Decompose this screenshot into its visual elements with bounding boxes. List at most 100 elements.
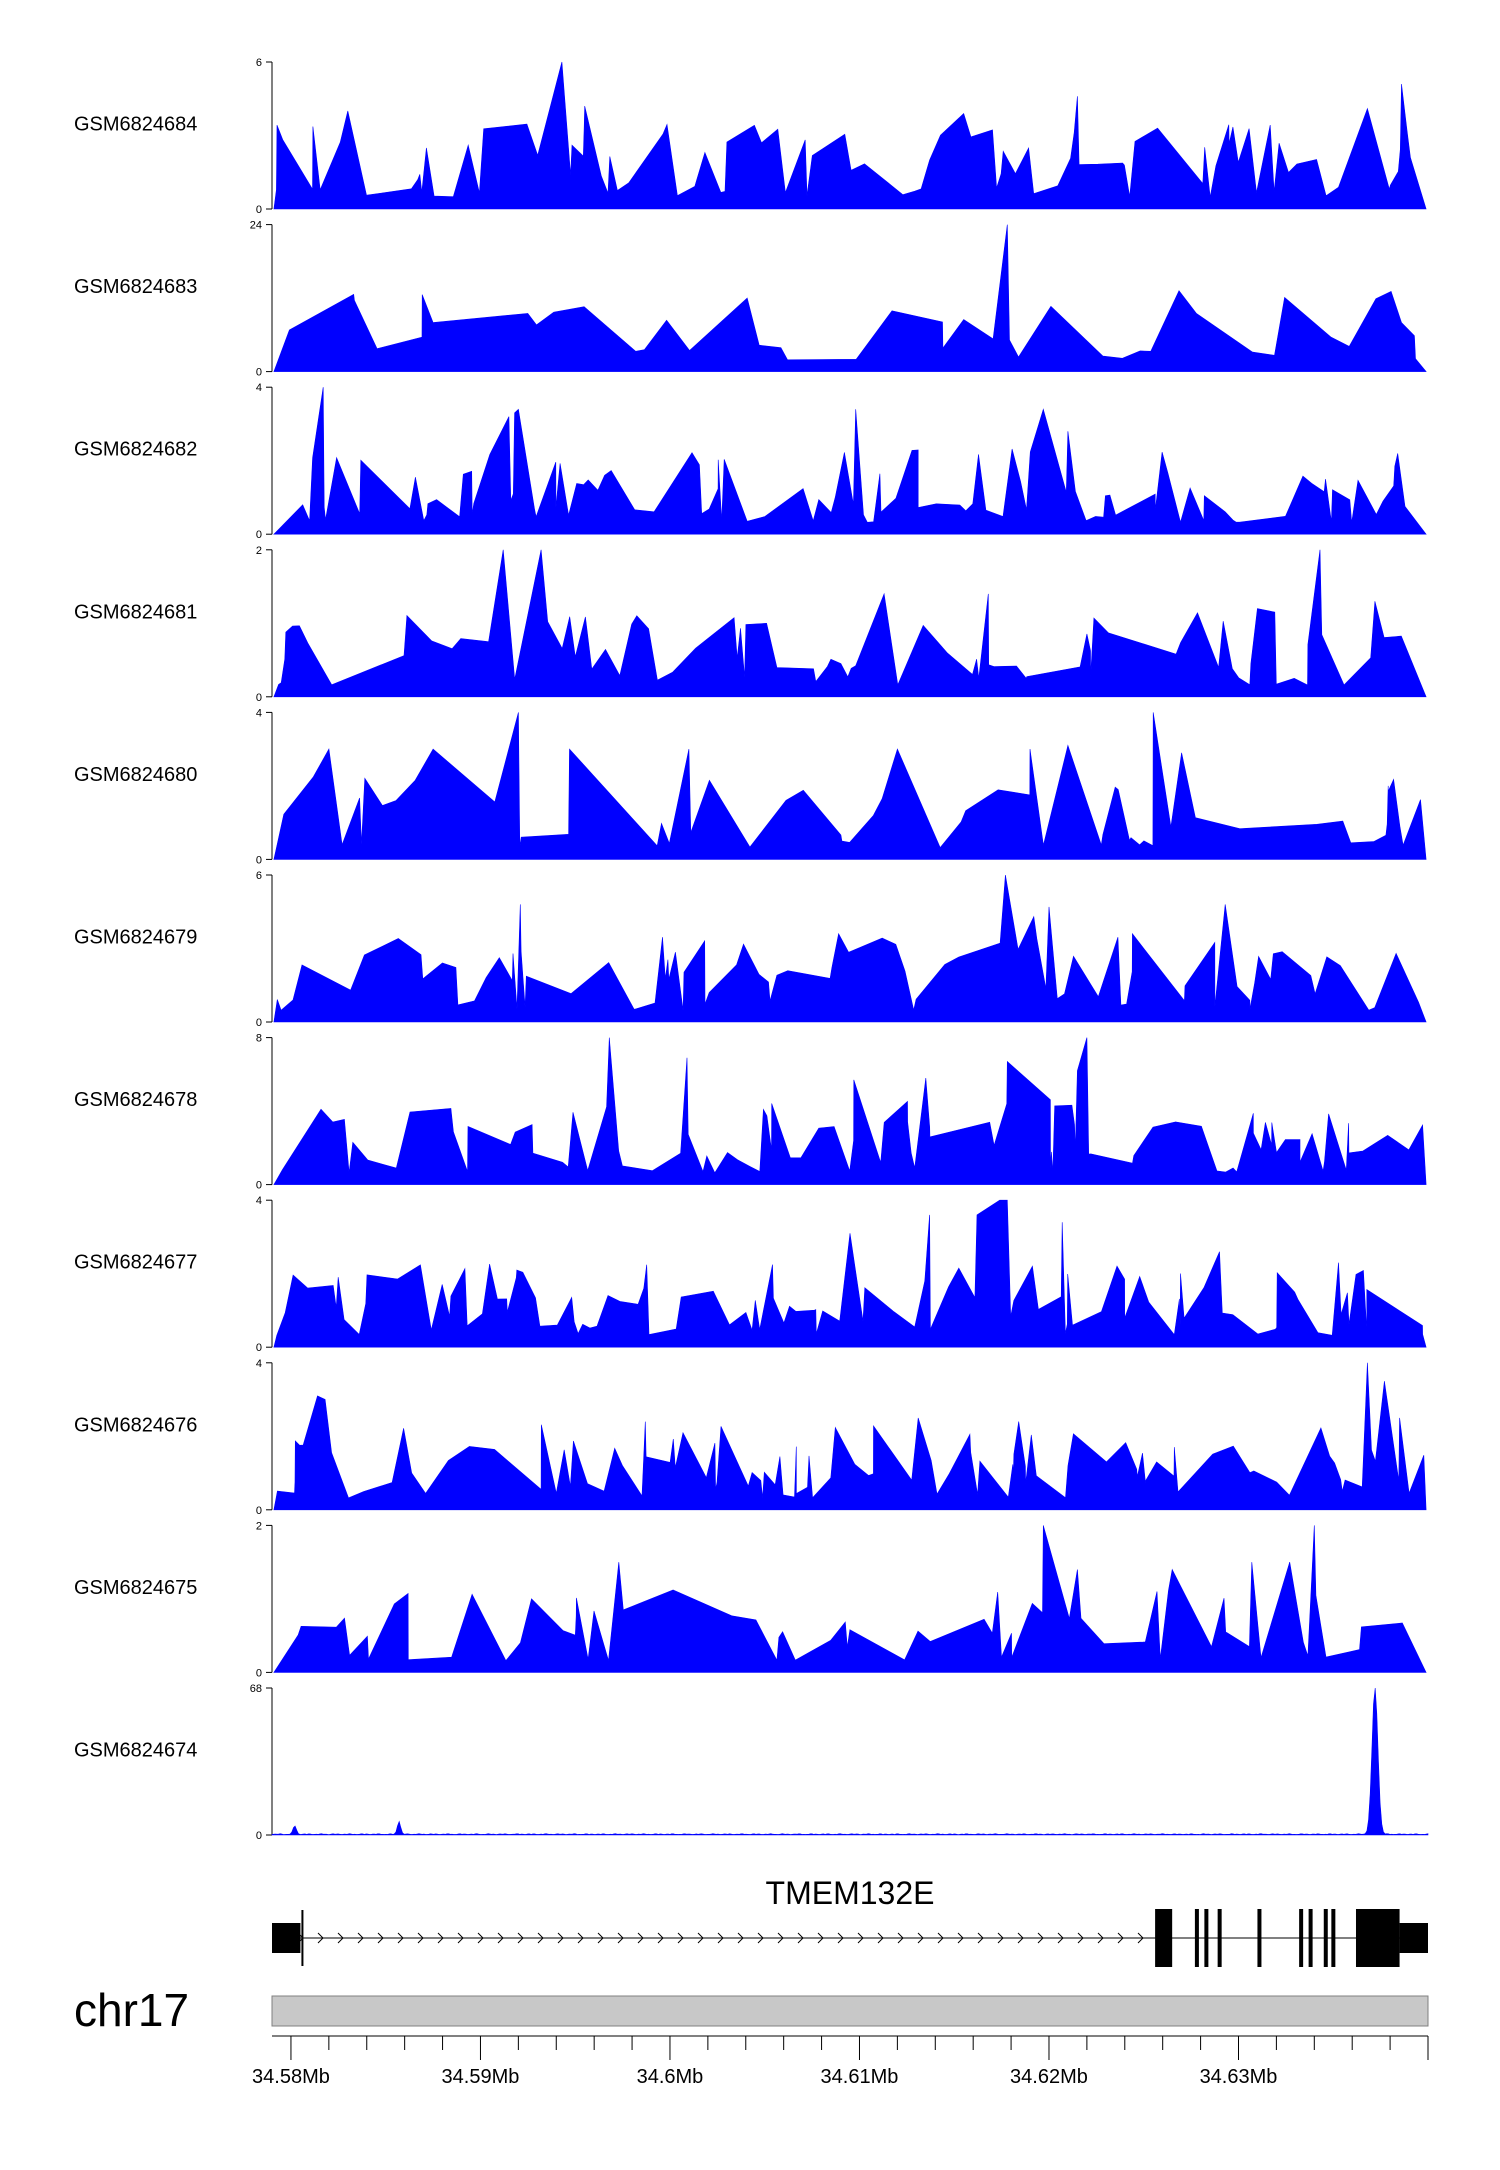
track-GSM6824676: GSM6824676 0 4: [74, 1358, 1427, 1517]
exon-block: [1217, 1909, 1222, 1967]
track-label: GSM6824675: [74, 1577, 197, 1599]
strand-arrow: [877, 1932, 884, 1944]
gene-model: [272, 1909, 1428, 1967]
strand-arrow: [317, 1932, 324, 1944]
strand-arrow: [777, 1932, 784, 1944]
strand-arrow: [897, 1932, 904, 1944]
x-tick-label: 34.6Mb: [637, 2066, 704, 2088]
exon-block: [1204, 1909, 1209, 1967]
strand-arrow: [397, 1932, 404, 1944]
strand-arrow: [737, 1932, 744, 1944]
x-tick-label: 34.62Mb: [1010, 2066, 1088, 2088]
y-tick-label: 0: [256, 204, 262, 216]
strand-arrow: [957, 1932, 964, 1944]
y-tick-label: 2: [256, 545, 262, 557]
strand-arrow: [757, 1932, 764, 1944]
strand-arrow: [1017, 1932, 1024, 1944]
y-tick-label: 2: [256, 1520, 262, 1532]
genome-axis: chr17 34.58Mb 34.59Mb 34.6Mb 34.61Mb 34.62Mb…: [74, 1984, 1429, 2088]
strand-arrow: [337, 1932, 344, 1944]
exon-block: [1323, 1909, 1328, 1967]
x-tick-label: 34.61Mb: [821, 2066, 899, 2088]
strand-arrow: [1037, 1932, 1044, 1944]
strand-arrow: [717, 1932, 724, 1944]
strand-arrow: [597, 1932, 604, 1944]
x-tick-label: 34.63Mb: [1200, 2066, 1278, 2088]
y-tick-label: 4: [256, 1358, 262, 1370]
strand-arrow: [457, 1932, 464, 1944]
strand-arrow: [517, 1932, 524, 1944]
strand-arrow: [837, 1932, 844, 1944]
track-GSM6824677: GSM6824677 0 4: [74, 1195, 1427, 1354]
chromosome-bar: [271, 1995, 1429, 2027]
coverage-area: [273, 874, 1427, 1023]
track-GSM6824683: GSM6824683 0 24: [74, 220, 1427, 379]
strand-arrow: [637, 1932, 644, 1944]
strand-arrow: [857, 1932, 864, 1944]
y-tick-label: 8: [256, 1033, 262, 1045]
track-label: GSM6824674: [74, 1739, 197, 1761]
y-tick-label: 0: [256, 692, 262, 704]
y-tick-label: 0: [256, 1180, 262, 1192]
y-tick-label: 0: [256, 1342, 262, 1354]
exon-block: [1331, 1909, 1336, 1967]
track-label: GSM6824682: [74, 439, 197, 461]
chromosome-label: chr17: [74, 1984, 189, 2036]
coverage-tracks: GSM682468406GSM6824683024GSM682468204GSM…: [74, 57, 1429, 1842]
strand-arrow: [677, 1932, 684, 1944]
strand-arrow: [437, 1932, 444, 1944]
exon-block: [1194, 1909, 1199, 1967]
exon-block: [1308, 1909, 1313, 1967]
track-GSM6824679: GSM6824679 0 6: [74, 870, 1427, 1029]
strand-arrow: [1057, 1932, 1064, 1944]
exon-block: [1155, 1909, 1173, 1967]
coverage-area: [273, 1525, 1427, 1673]
gene-name: TMEM132E: [766, 1875, 935, 1911]
axis-ticks: 34.58Mb 34.59Mb 34.6Mb 34.61Mb 34.62Mb 34.63M…: [252, 2035, 1429, 2088]
y-tick-label: 0: [256, 1017, 262, 1029]
y-tick-label: 6: [256, 870, 262, 882]
track-GSM6824681: GSM6824681 0 2: [74, 545, 1427, 704]
exon-block: [1399, 1923, 1428, 1953]
strand-arrow: [657, 1932, 664, 1944]
coverage-area: [273, 61, 1427, 210]
strand-arrow: [617, 1932, 624, 1944]
track-GSM6824682: GSM6824682 0 4: [74, 382, 1427, 541]
strand-arrow: [577, 1932, 584, 1944]
coverage-area: [273, 712, 1427, 860]
track-label: GSM6824681: [74, 601, 197, 623]
exon-block: [1355, 1909, 1400, 1967]
strand-arrow: [977, 1932, 984, 1944]
track-label: GSM6824683: [74, 276, 197, 298]
y-tick-label: 0: [256, 1505, 262, 1517]
y-tick-label: 68: [250, 1683, 262, 1695]
strand-arrow: [817, 1932, 824, 1944]
strand-arrow: [997, 1932, 1004, 1944]
coverage-area: [273, 1037, 1427, 1185]
coverage-area: [273, 224, 1427, 372]
strand-arrow: [1097, 1932, 1104, 1944]
strand-arrow: [1077, 1932, 1084, 1944]
y-tick-label: 0: [256, 529, 262, 541]
track-label: GSM6824684: [74, 113, 197, 135]
strand-arrow: [1137, 1932, 1144, 1944]
x-tick-label: 34.58Mb: [252, 2066, 330, 2088]
gene-track: TMEM132E: [272, 1875, 1428, 1967]
strand-arrow: [377, 1932, 384, 1944]
coverage-area: [273, 387, 1427, 535]
y-tick-label: 0: [256, 367, 262, 379]
coverage-area: [273, 1362, 1427, 1511]
coverage-area: [273, 1199, 1427, 1348]
y-tick-label: 4: [256, 382, 262, 394]
track-label: GSM6824676: [74, 1414, 197, 1436]
strand-arrow: [697, 1932, 704, 1944]
exon-block: [272, 1923, 301, 1953]
track-GSM6824674: GSM6824674 0 68: [74, 1683, 1429, 1842]
exon-block: [1257, 1909, 1262, 1967]
strand-arrow: [937, 1932, 944, 1944]
track-label: GSM6824680: [74, 764, 197, 786]
track-label: GSM6824678: [74, 1089, 197, 1111]
strand-arrow: [557, 1932, 564, 1944]
strand-arrow: [417, 1932, 424, 1944]
y-tick-label: 24: [250, 220, 262, 232]
